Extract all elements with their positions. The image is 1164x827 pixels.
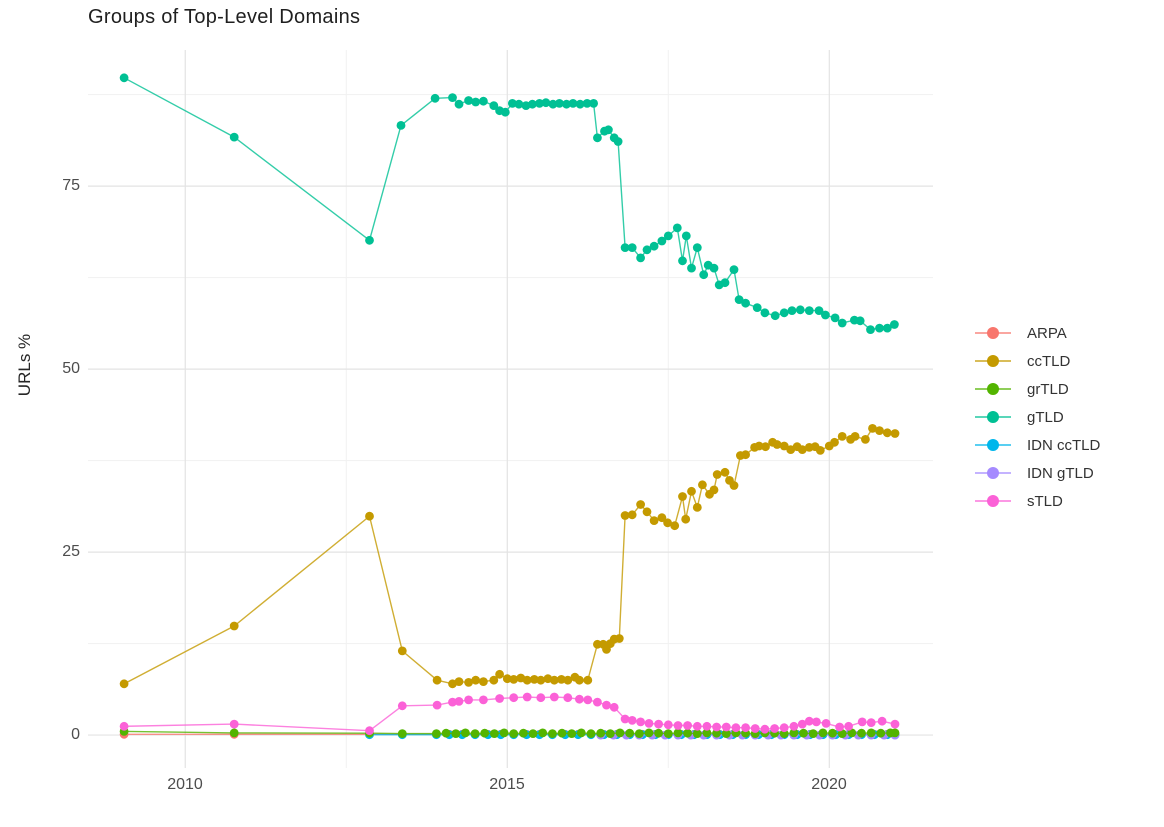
x-tick-2015: 2015 xyxy=(489,776,525,793)
legend-item-grtld: grTLD xyxy=(975,375,1100,403)
x-tick-2010: 2010 xyxy=(167,776,203,793)
y-tick-50: 50 xyxy=(62,360,80,377)
legend-item-arpa: ARPA xyxy=(975,319,1100,347)
legend-label: grTLD xyxy=(1027,380,1069,398)
legend-swatch xyxy=(975,410,1011,424)
legend-swatch xyxy=(975,466,1011,480)
legend-label: IDN ccTLD xyxy=(1027,436,1101,454)
legend-item-gtld: gTLD xyxy=(975,403,1100,431)
y-tick-75: 75 xyxy=(62,177,80,194)
legend-swatch xyxy=(975,438,1011,452)
y-tick-0: 0 xyxy=(71,726,80,743)
x-tick-2020: 2020 xyxy=(811,776,847,793)
legend-label: gTLD xyxy=(1027,408,1064,426)
legend-label: sTLD xyxy=(1027,492,1063,510)
legend-item-cctld: ccTLD xyxy=(975,347,1100,375)
legend-label: ARPA xyxy=(1027,324,1067,342)
legend-swatch xyxy=(975,354,1011,368)
legend-label: IDN gTLD xyxy=(1027,464,1094,482)
legend-swatch xyxy=(975,494,1011,508)
legend-swatch xyxy=(975,326,1011,340)
legend-label: ccTLD xyxy=(1027,352,1071,370)
legend-item-idn-cctld: IDN ccTLD xyxy=(975,431,1100,459)
legend-item-stld: sTLD xyxy=(975,487,1100,515)
legend: ARPA ccTLD grTLD gTLD IDN ccTLD IDN gTLD… xyxy=(975,319,1100,515)
legend-item-idn-gtld: IDN gTLD xyxy=(975,459,1100,487)
y-tick-25: 25 xyxy=(62,543,80,560)
chart-title: Groups of Top-Level Domains xyxy=(88,6,361,28)
legend-swatch xyxy=(975,382,1011,396)
